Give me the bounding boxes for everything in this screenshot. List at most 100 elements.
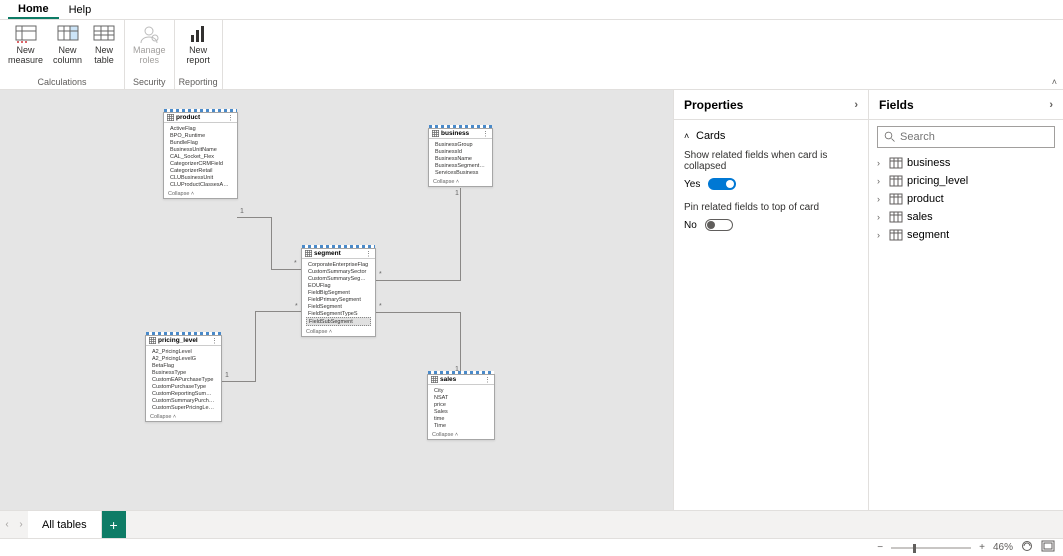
table-icon bbox=[889, 193, 903, 205]
card-field[interactable]: CustomSummarySector bbox=[306, 268, 371, 275]
search-icon bbox=[884, 131, 896, 143]
new-table-button[interactable]: New table bbox=[88, 22, 120, 68]
fit-to-screen-button[interactable] bbox=[1021, 540, 1033, 555]
card-field[interactable]: CustomReportingSummaryPrici... bbox=[150, 390, 217, 397]
card-menu-button[interactable]: ⋮ bbox=[484, 376, 491, 384]
card-collapse-button[interactable]: Collapse ˄ bbox=[146, 413, 221, 421]
card-menu-button[interactable]: ⋮ bbox=[365, 250, 372, 258]
new-measure-button[interactable]: New measure bbox=[4, 22, 47, 68]
card-field[interactable]: BundleFlag bbox=[168, 139, 233, 146]
model-canvas[interactable]: 1 * 1 * 1 * 1 * product⋮ActiveFlagBPO_Ru… bbox=[0, 90, 673, 510]
field-item-product[interactable]: ›product bbox=[877, 190, 1055, 208]
ribbon-calc-label: Calculations bbox=[38, 77, 87, 89]
card-menu-button[interactable]: ⋮ bbox=[227, 114, 234, 122]
card-field[interactable]: FieldPrimarySegment bbox=[306, 296, 371, 303]
properties-collapse-button[interactable]: › bbox=[854, 99, 858, 111]
card-collapse-button[interactable]: Collapse ˄ bbox=[429, 178, 492, 186]
zoom-slider[interactable] bbox=[891, 547, 971, 549]
card-field[interactable]: BusinessGroup bbox=[433, 141, 488, 148]
field-item-sales[interactable]: ›sales bbox=[877, 208, 1055, 226]
manage-roles-button[interactable]: Manage roles bbox=[129, 22, 170, 68]
card-field[interactable]: ActiveFlag bbox=[168, 125, 233, 132]
properties-title: Properties bbox=[684, 98, 743, 112]
field-item-business[interactable]: › business bbox=[877, 154, 1055, 172]
zoom-out-button[interactable]: − bbox=[877, 542, 883, 553]
card-field[interactable]: BusinessId bbox=[433, 148, 488, 155]
pin-related-toggle[interactable] bbox=[705, 219, 733, 231]
card-field[interactable]: CustomSummaryPurchaseType bbox=[150, 397, 217, 404]
card-header[interactable]: product⋮ bbox=[164, 113, 237, 123]
card-menu-button[interactable]: ⋮ bbox=[211, 337, 218, 345]
card-field[interactable]: Time bbox=[432, 422, 490, 429]
card-field[interactable]: CorporateEnterpriseFlag bbox=[306, 261, 371, 268]
table-card-business[interactable]: business⋮BusinessGroupBusinessIdBusiness… bbox=[428, 128, 493, 187]
card-header[interactable]: business⋮ bbox=[429, 129, 492, 139]
card-field[interactable]: Sales bbox=[432, 408, 490, 415]
table-card-pricing_level[interactable]: pricing_level⋮A2_PricingLevelA2_PricingL… bbox=[145, 335, 222, 422]
card-field[interactable]: CLUProductClassesAndServices bbox=[168, 181, 233, 188]
ribbon-reporting-label: Reporting bbox=[179, 77, 218, 89]
card-field[interactable]: price bbox=[432, 401, 490, 408]
ribbon-collapse-button[interactable]: ˄ bbox=[1052, 77, 1057, 87]
table-card-segment[interactable]: segment⋮CorporateEnterpriseFlagCustomSum… bbox=[301, 248, 376, 337]
card-field[interactable]: BPO_Runtime bbox=[168, 132, 233, 139]
tab-all-tables[interactable]: All tables bbox=[28, 511, 102, 538]
card-collapse-button[interactable]: Collapse ˄ bbox=[302, 328, 375, 336]
fields-tree: › business ›pricing_level›product›sales›se… bbox=[869, 154, 1063, 244]
cards-section-header[interactable]: ˄ Cards bbox=[684, 126, 858, 146]
card-header[interactable]: sales⋮ bbox=[428, 375, 494, 385]
chevron-right-icon: › bbox=[877, 158, 889, 168]
field-item-label: business bbox=[907, 157, 950, 169]
card-field[interactable]: CategorizerCRMField bbox=[168, 160, 233, 167]
card-collapse-button[interactable]: Collapse ˄ bbox=[164, 190, 237, 198]
card-field[interactable]: CLUBusinessUnit bbox=[168, 174, 233, 181]
card-field[interactable]: CustomEAPurchaseType bbox=[150, 376, 217, 383]
card-menu-button[interactable]: ⋮ bbox=[482, 130, 489, 138]
card-body: A2_PricingLevelA2_PricingLevelGBetaFlagB… bbox=[146, 346, 221, 413]
card-collapse-button[interactable]: Collapse ˄ bbox=[428, 431, 494, 439]
card-field[interactable]: BusinessSegmentName bbox=[433, 162, 488, 169]
fields-search[interactable] bbox=[877, 126, 1055, 148]
card-field[interactable]: ServicesBusiness bbox=[433, 169, 488, 176]
field-item-pricing_level[interactable]: ›pricing_level bbox=[877, 172, 1055, 190]
card-field[interactable]: CustomSummarySegment bbox=[306, 275, 371, 282]
card-field[interactable]: A2_PricingLevel bbox=[150, 348, 217, 355]
card-field[interactable]: FieldSubSegment bbox=[306, 317, 371, 326]
show-related-toggle[interactable] bbox=[708, 178, 736, 190]
new-column-button[interactable]: New column bbox=[49, 22, 86, 68]
card-field[interactable]: FieldSegment bbox=[306, 303, 371, 310]
cards-section-label: Cards bbox=[696, 130, 725, 142]
tab-prev-button[interactable]: ‹ bbox=[0, 511, 14, 538]
ribbon: New measure New column New table Calcula… bbox=[0, 20, 1063, 90]
tab-next-button[interactable]: › bbox=[14, 511, 28, 538]
fields-collapse-button[interactable]: › bbox=[1049, 99, 1053, 111]
card-field[interactable]: BetaFlag bbox=[150, 362, 217, 369]
menu-home[interactable]: Home bbox=[8, 1, 59, 19]
card-header[interactable]: segment⋮ bbox=[302, 249, 375, 259]
table-card-product[interactable]: product⋮ ActiveFlagBPO_RuntimeBundleFlagB… bbox=[163, 112, 238, 199]
fields-search-input[interactable] bbox=[900, 131, 1048, 143]
card-header[interactable]: pricing_level⋮ bbox=[146, 336, 221, 346]
card-field[interactable]: time bbox=[432, 415, 490, 422]
field-item-segment[interactable]: ›segment bbox=[877, 226, 1055, 244]
zoom-in-button[interactable]: + bbox=[979, 542, 985, 553]
card-field[interactable]: CategorizerRetail bbox=[168, 167, 233, 174]
card-field[interactable]: CustomPurchaseType bbox=[150, 383, 217, 390]
card-field[interactable]: A2_PricingLevelG bbox=[150, 355, 217, 362]
page-view-button[interactable] bbox=[1041, 540, 1055, 555]
card-field[interactable]: FieldBigSegment bbox=[306, 289, 371, 296]
card-field[interactable]: BusinessUnitName bbox=[168, 146, 233, 153]
card-field[interactable]: CAL_Socket_Flex bbox=[168, 153, 233, 160]
menu-help[interactable]: Help bbox=[59, 2, 102, 18]
new-report-button[interactable]: New report bbox=[182, 22, 214, 68]
card-field[interactable]: EOUFlag bbox=[306, 282, 371, 289]
card-field[interactable]: CustomSuperPricingLevel bbox=[150, 404, 217, 411]
card-field[interactable]: FieldSegmentTypeS bbox=[306, 310, 371, 317]
ribbon-group-calculations: New measure New column New table Calcula… bbox=[0, 20, 125, 89]
card-field[interactable]: City bbox=[432, 387, 490, 394]
table-card-sales[interactable]: sales⋮ CityNSATpriceSalestimeTime Collapse… bbox=[427, 374, 495, 440]
card-field[interactable]: NSAT bbox=[432, 394, 490, 401]
tab-add-button[interactable]: + bbox=[102, 511, 126, 538]
card-field[interactable]: BusinessType bbox=[150, 369, 217, 376]
card-field[interactable]: BusinessName bbox=[433, 155, 488, 162]
